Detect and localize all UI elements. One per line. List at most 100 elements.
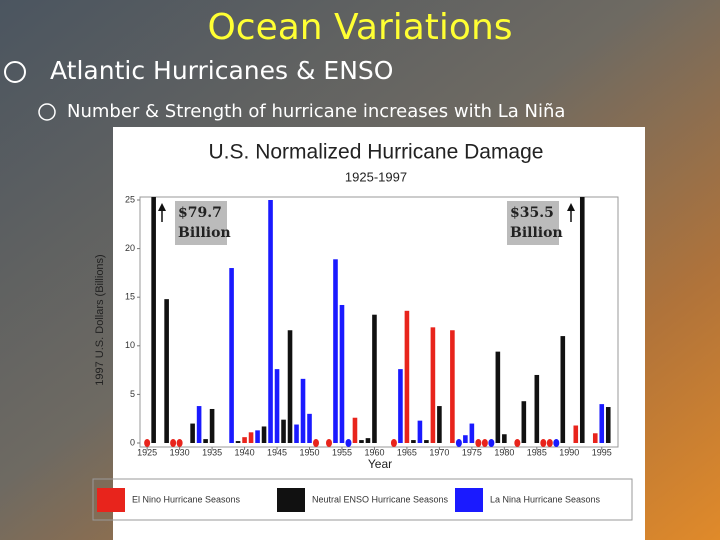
chart-title: U.S. Normalized Hurricane Damage (209, 141, 544, 164)
chart-subtitle: 1925-1997 (345, 169, 407, 184)
bar (605, 407, 611, 443)
x-tick-label: 1925 (137, 447, 157, 457)
legend-label: Neutral ENSO Hurricane Seasons (312, 494, 449, 504)
annotation: $79.7 (178, 205, 222, 221)
bar (463, 435, 468, 443)
y-tick-label: 10 (125, 340, 135, 350)
y-tick-label: 5 (130, 389, 135, 399)
bar (398, 369, 403, 443)
bar (579, 197, 585, 443)
arrow-head (158, 203, 166, 211)
zero-marker (553, 439, 560, 447)
legend-swatch (455, 488, 483, 512)
zero-marker (144, 439, 151, 447)
legend-swatch (97, 488, 125, 512)
bar (164, 299, 169, 443)
bar (203, 439, 208, 443)
x-tick-label: 1955 (332, 447, 352, 457)
x-tick-label: 1940 (235, 447, 255, 457)
bullet-icon (4, 61, 26, 83)
zero-marker (540, 439, 547, 447)
zero-marker (488, 439, 495, 447)
bullet-icon (38, 103, 56, 121)
x-tick-label: 1950 (299, 447, 319, 457)
bar (268, 200, 273, 443)
y-tick-label: 20 (125, 243, 135, 253)
bar (307, 413, 312, 443)
zero-marker (481, 439, 488, 447)
bar (287, 330, 293, 443)
bar (359, 440, 364, 443)
bar (281, 419, 286, 443)
legend-swatch (277, 488, 305, 512)
zero-marker (176, 439, 183, 447)
bar (573, 425, 579, 443)
zero-marker (455, 439, 462, 447)
bar (242, 437, 247, 443)
x-tick-label: 1930 (170, 447, 190, 457)
bar (521, 401, 527, 443)
x-tick-label: 1945 (267, 447, 287, 457)
bar (560, 336, 566, 443)
bar (339, 304, 345, 443)
bar (209, 408, 215, 443)
bar (495, 351, 501, 443)
bar (352, 417, 358, 443)
bullet: Atlantic Hurricanes & ENSO (50, 56, 393, 85)
zero-marker (345, 439, 352, 447)
bar (534, 374, 540, 443)
bar (437, 406, 442, 443)
y-axis-label: 1997 U.S. Dollars (Billions) (94, 254, 106, 385)
bar (333, 259, 338, 443)
zero-marker (514, 439, 521, 447)
annotation-box (175, 201, 227, 245)
y-tick-label: 0 (130, 437, 135, 447)
plot (151, 197, 611, 444)
bar (261, 426, 267, 443)
bar (404, 310, 410, 443)
x-tick-label: 1965 (397, 447, 417, 457)
bar (365, 438, 371, 443)
bar (190, 423, 195, 443)
legend-label: El Nino Hurricane Seasons (132, 494, 241, 504)
bar (411, 440, 416, 443)
annotation-box (507, 201, 559, 245)
annotation: Billion (178, 225, 231, 241)
zero-marker (475, 439, 482, 447)
x-tick-label: 1985 (527, 447, 547, 457)
bar (196, 406, 202, 443)
annotation: Billion (510, 225, 563, 241)
x-tick-label: 1980 (494, 447, 514, 457)
y-tick-label: 15 (125, 292, 135, 302)
bullet: Number & Strength of hurricane increases… (67, 101, 565, 122)
y-tick-label: 25 (125, 194, 135, 204)
x-tick-label: 1990 (559, 447, 579, 457)
zero-marker (325, 439, 332, 447)
zero-marker (390, 439, 397, 447)
bar (151, 197, 156, 444)
legend-label: La Nina Hurricane Seasons (490, 494, 601, 504)
bar (300, 378, 306, 443)
slide-title: Ocean Variations (207, 7, 512, 48)
bar (235, 441, 241, 443)
legend-frame (92, 478, 633, 521)
x-tick-label: 1995 (592, 447, 612, 457)
bar (274, 369, 280, 443)
bar (255, 430, 260, 443)
overlay: 0 5 10 15 20 25 1925 1930 1935 1940 1945 1950 1955 19… (97, 194, 612, 512)
bar (229, 268, 234, 443)
chart-panel (113, 127, 645, 540)
plot-frame (139, 196, 619, 448)
bar (450, 330, 455, 443)
bar (424, 440, 429, 443)
zero-marker (546, 439, 553, 447)
bar (599, 404, 605, 443)
bar (417, 420, 423, 443)
x-tick-label: 1975 (462, 447, 482, 457)
x-tick-label: 1970 (429, 447, 449, 457)
zero-marker (170, 439, 177, 447)
zero-marker (313, 439, 320, 447)
x-axis-label: Year (368, 457, 392, 471)
